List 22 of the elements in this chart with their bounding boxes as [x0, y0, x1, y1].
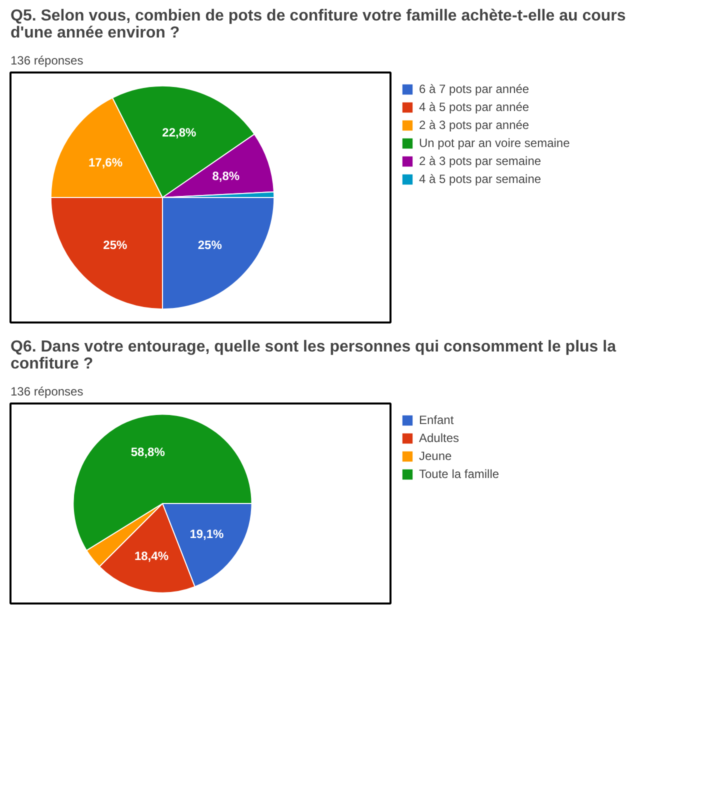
- data-label: 25%: [198, 238, 222, 252]
- data-label: 17,6%: [88, 155, 123, 170]
- legend-label: 2 à 3 pots par année: [419, 118, 530, 132]
- data-label: 19,1%: [190, 526, 224, 541]
- legend-label: 4 à 5 pots par semaine: [419, 172, 542, 186]
- data-label: 25%: [103, 238, 128, 252]
- chart-title: Q6. Dans votre entourage, quelle sont les personnes qui consomment le plus la confiture ?: [10, 338, 616, 372]
- legend-label: 2 à 3 pots par semaine: [419, 154, 542, 168]
- data-label: 58,8%: [130, 444, 166, 459]
- legend-label: 4 à 5 pots par année: [419, 100, 530, 114]
- chart-subtitle: 136 réponses: [10, 54, 84, 68]
- legend-label: Enfant: [419, 413, 454, 427]
- legend-label: Un pot par an voire semaine: [419, 136, 570, 150]
- data-label: 8,8%: [212, 169, 240, 184]
- chart-subtitle: 136 réponses: [10, 384, 84, 398]
- legend-label: Jeune: [419, 449, 452, 463]
- data-label: 22,8%: [162, 126, 196, 140]
- data-label: 18,4%: [134, 548, 169, 563]
- chart-title: Q5. Selon vous, combien de pots de confiture votre famille achète-t-elle au cours d'une année environ ?: [10, 8, 626, 42]
- legend-label: Adultes: [419, 431, 460, 445]
- legend-label: Toute la famille: [419, 467, 500, 481]
- legend-label: 6 à 7 pots par année: [419, 82, 530, 96]
